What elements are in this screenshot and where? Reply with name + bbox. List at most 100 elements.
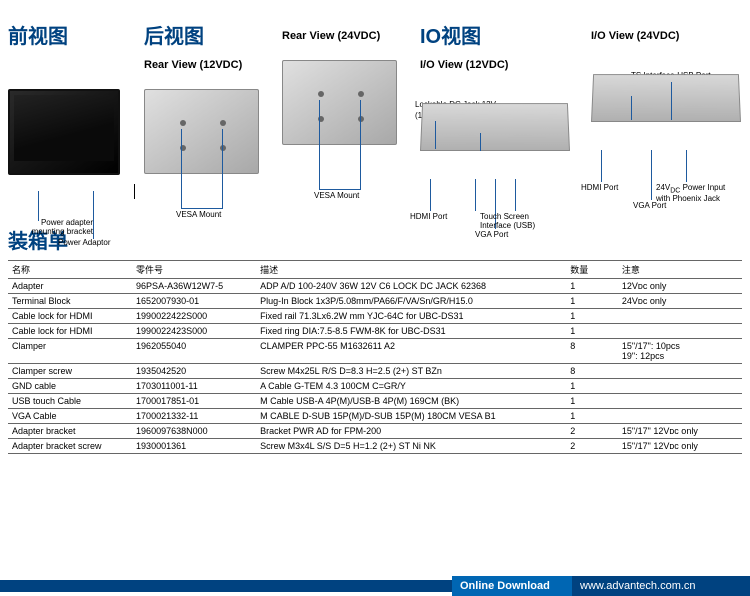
cell-name: Cable lock for HDMI <box>8 324 132 339</box>
front-view: 前视图 Power adaptermounting bracket Power … <box>8 20 138 175</box>
annot-bracket: Power adaptermounting bracket <box>0 219 93 237</box>
io12-image: Lockable DC Jack 12V DC(100 ~ 240VAC ada… <box>420 101 585 151</box>
io12-subtitle: I/O View (12VDC) <box>420 59 585 73</box>
table-row: Adapter bracket1960097638N000Bracket PWR… <box>8 424 742 439</box>
cell-qty: 1 <box>566 409 618 424</box>
io24-view: I/O View (24VDC) TS Interface-USB Port D… <box>591 20 750 175</box>
annot-adaptor: Power Adaptor <box>58 239 110 248</box>
cell-qty: 2 <box>566 424 618 439</box>
cell-desc: Bracket PWR AD for FPM-200 <box>256 424 566 439</box>
front-image: Power adaptermounting bracket Power Adap… <box>8 89 138 175</box>
cell-name: USB touch Cable <box>8 394 132 409</box>
cell-partno: 1703011001-11 <box>132 379 256 394</box>
cell-desc: Screw M3x4L S/S D=5 H=1.2 (2+) ST Ni NK <box>256 439 566 454</box>
cell-partno: 1700021332-11 <box>132 409 256 424</box>
cell-name: Clamper <box>8 339 132 364</box>
cell-qty: 1 <box>566 394 618 409</box>
table-row: GND cable1703011001-11A Cable G-TEM 4.3 … <box>8 379 742 394</box>
cell-note <box>618 394 742 409</box>
cell-name: Adapter bracket screw <box>8 439 132 454</box>
packing-table: 名称 零件号 描述 数量 注意 Adapter96PSA-A36W12W7-5A… <box>8 260 742 454</box>
cell-note: 24Vᴅᴄ only <box>618 294 742 309</box>
annot-vga24: VGA Port <box>633 202 666 211</box>
footer: Online Download www.advantech.com.cn <box>0 576 750 596</box>
cell-partno: 1935042520 <box>132 364 256 379</box>
front-title: 前视图 <box>8 20 138 49</box>
table-row: Clamper1962055040CLAMPER PPC-55 M1632611… <box>8 339 742 364</box>
rear12-image: VESA Mount <box>144 89 276 174</box>
rear24-image: VESA Mount <box>282 60 414 145</box>
cell-desc: Fixed ring DIA:7.5-8.5 FWM-8K for UBC-DS… <box>256 324 566 339</box>
cell-partno: 96PSA-A36W12W7-5 <box>132 279 256 294</box>
cell-qty: 1 <box>566 379 618 394</box>
cell-name: Cable lock for HDMI <box>8 309 132 324</box>
table-header: 名称 零件号 描述 数量 注意 <box>8 261 742 279</box>
th-desc: 描述 <box>256 261 566 279</box>
cell-qty: 1 <box>566 324 618 339</box>
annot-vesa24: VESA Mount <box>314 192 359 201</box>
cell-qty: 1 <box>566 279 618 294</box>
table-row: Cable lock for HDMI1990022423S000Fixed r… <box>8 324 742 339</box>
footer-bar <box>0 580 452 592</box>
annot-power24: 24VDC Power Inputwith Phoenix Jack <box>656 184 725 204</box>
table-row: VGA Cable1700021332-11M CABLE D-SUB 15P(… <box>8 409 742 424</box>
cell-desc: M CABLE D-SUB 15P(M)/D-SUB 15P(M) 180CM … <box>256 409 566 424</box>
io12-title: IO视图 <box>420 20 585 49</box>
annot-hdmi24: HDMI Port <box>581 184 618 193</box>
cell-partno: 1652007930-01 <box>132 294 256 309</box>
cell-note <box>618 379 742 394</box>
cell-partno: 1962055040 <box>132 339 256 364</box>
table-row: Clamper screw1935042520Screw M4x25L R/S … <box>8 364 742 379</box>
table-row: USB touch Cable1700017851-01M Cable USB-… <box>8 394 742 409</box>
footer-url[interactable]: www.advantech.com.cn <box>572 576 750 596</box>
cell-partno: 1960097638N000 <box>132 424 256 439</box>
cell-name: Adapter bracket <box>8 424 132 439</box>
cell-qty: 2 <box>566 439 618 454</box>
rear24-view: Rear View (24VDC) VESA Mount <box>282 20 414 175</box>
front-subtitle <box>8 59 138 73</box>
cell-note: 15"/17" 12Vᴅᴄ only <box>618 424 742 439</box>
cell-name: Terminal Block <box>8 294 132 309</box>
cell-note: 15"/17" 12Vᴅᴄ only <box>618 439 742 454</box>
cell-desc: Fixed rail 71.3Lx6.2W mm YJC-64C for UBC… <box>256 309 566 324</box>
annot-hdmi12: HDMI Port <box>410 213 447 222</box>
cell-qty: 8 <box>566 364 618 379</box>
footer-download: Online Download <box>452 576 572 596</box>
rear24-subtitle: Rear View (24VDC) <box>282 30 414 44</box>
cell-name: Adapter <box>8 279 132 294</box>
annot-vesa12: VESA Mount <box>176 211 221 220</box>
cell-desc: Screw M4x25L R/S D=8.3 H=2.5 (2+) ST BZn <box>256 364 566 379</box>
th-partno: 零件号 <box>132 261 256 279</box>
io24-image: TS Interface-USB Port DP Port HDMI Port … <box>591 72 750 122</box>
cell-note: 12Vᴅᴄ only <box>618 279 742 294</box>
th-qty: 数量 <box>566 261 618 279</box>
cell-qty: 8 <box>566 339 618 364</box>
cell-partno: 1700017851-01 <box>132 394 256 409</box>
cell-name: VGA Cable <box>8 409 132 424</box>
cell-note <box>618 364 742 379</box>
annot-vga12: VGA Port <box>475 231 508 240</box>
cell-desc: M Cable USB-A 4P(M)/USB-B 4P(M) 169CM (B… <box>256 394 566 409</box>
cell-qty: 1 <box>566 309 618 324</box>
cell-partno: 1930001361 <box>132 439 256 454</box>
cell-name: GND cable <box>8 379 132 394</box>
cell-note <box>618 409 742 424</box>
th-name: 名称 <box>8 261 132 279</box>
cell-desc: A Cable G-TEM 4.3 100CM C=GR/Y <box>256 379 566 394</box>
rear12-subtitle: Rear View (12VDC) <box>144 59 276 73</box>
cell-desc: Plug-In Block 1x3P/5.08mm/PA66/F/VA/Sn/G… <box>256 294 566 309</box>
io12-view: IO视图 I/O View (12VDC) Lockable DC Jack 1… <box>420 20 585 175</box>
table-row: Terminal Block1652007930-01Plug-In Block… <box>8 294 742 309</box>
cell-note <box>618 324 742 339</box>
packing-title: 装箱单 <box>8 225 750 254</box>
cell-partno: 1990022423S000 <box>132 324 256 339</box>
table-row: Cable lock for HDMI1990022422S000Fixed r… <box>8 309 742 324</box>
cell-desc: CLAMPER PPC-55 M1632611 A2 <box>256 339 566 364</box>
cell-partno: 1990022422S000 <box>132 309 256 324</box>
io24-subtitle: I/O View (24VDC) <box>591 30 750 44</box>
cell-note: 15"/17": 10pcs 19": 12pcs <box>618 339 742 364</box>
cell-desc: ADP A/D 100-240V 36W 12V C6 LOCK DC JACK… <box>256 279 566 294</box>
cell-qty: 1 <box>566 294 618 309</box>
cell-note <box>618 309 742 324</box>
table-row: Adapter96PSA-A36W12W7-5ADP A/D 100-240V … <box>8 279 742 294</box>
